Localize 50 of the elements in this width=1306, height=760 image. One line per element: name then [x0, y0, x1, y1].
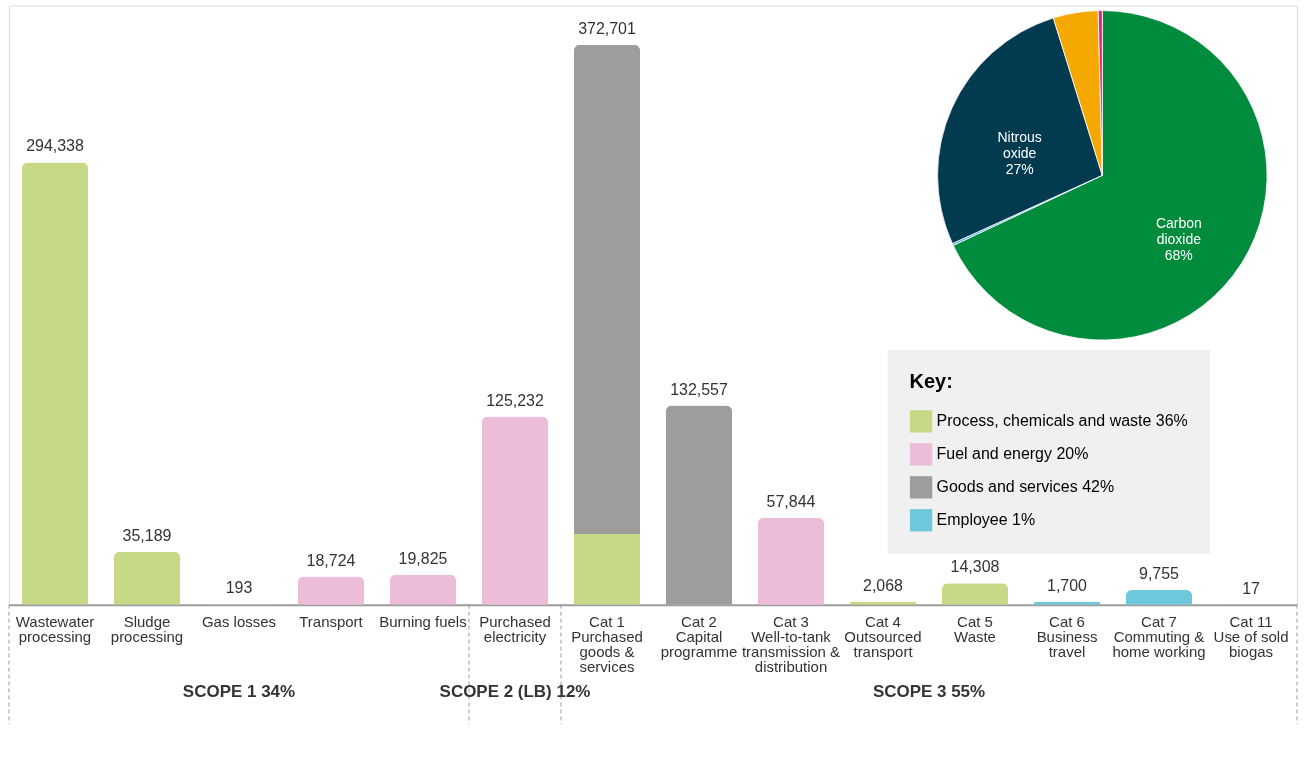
data-label: 19,825: [398, 549, 448, 567]
x-tick-label: Cat 2 Capital programme: [660, 612, 738, 660]
x-tick-label: Purchased electricity: [479, 612, 551, 645]
bar: [21, 162, 89, 605]
bar: [757, 517, 825, 605]
bar: [1125, 589, 1193, 605]
text: SCOPE 1 34%: [182, 682, 296, 702]
x-tick-label: Cat 4 Outsourced transport: [844, 612, 922, 660]
data-label: 132,557: [670, 380, 728, 398]
data-label: 125,232: [486, 391, 544, 409]
text: SCOPE 3 55%: [872, 682, 986, 702]
bar: [297, 576, 365, 605]
x-tick-label: Cat 11 Use of sold biogas: [1213, 612, 1289, 660]
data-label: 9,755: [1139, 565, 1180, 582]
data-label: 35,189: [122, 526, 172, 544]
bar: [389, 574, 457, 605]
slice-label: Carbon dioxide: [1155, 214, 1202, 247]
x-tick-label: Cat 6 Business travel: [1036, 612, 1098, 660]
text: SCOPE 2 (LB) 12%: [439, 682, 591, 702]
data-label: 14,308: [950, 558, 1000, 576]
legend-label: Goods and services 42%: [936, 478, 1115, 496]
x-tick-label: Transport: [299, 612, 364, 630]
x-tick-label: Cat 7 Commuting & home working: [1112, 612, 1206, 660]
x-tick-label: Wastewater processing: [15, 612, 95, 645]
bar: [113, 551, 181, 605]
data-label: 18,724: [306, 551, 356, 569]
total-label: 372,701: [578, 19, 636, 37]
data-label: 2,068: [863, 576, 904, 594]
x-tick-label: Burning fuels: [379, 612, 467, 630]
data-label: 294,338: [26, 137, 84, 155]
data-label: 1,700: [1047, 577, 1088, 595]
x-tick-label: Cat 5 Waste: [954, 612, 996, 645]
x-tick-label: Cat 3 Well-to-tank transmission & distribution: [741, 612, 841, 675]
legend-title: Key:: [909, 369, 953, 392]
data-label: 17: [1242, 579, 1261, 597]
x-tick-label: Cat 1 Purchased goods & services: [571, 612, 643, 675]
data-label: 193: [225, 579, 253, 597]
bar: [481, 416, 549, 605]
data-label: 57,844: [766, 492, 816, 510]
legend-label: Process, chemicals and waste 36%: [936, 412, 1188, 430]
x-tick-label: Gas losses: [201, 612, 277, 630]
legend-label: Fuel and energy 20%: [936, 445, 1089, 463]
data-label: 68%: [1164, 246, 1193, 263]
data-label: 27%: [1005, 161, 1034, 178]
slice-label: Nitrous oxide: [997, 129, 1042, 162]
x-tick-label: Sludge processing: [110, 612, 184, 645]
legend-label: Employee 1%: [936, 511, 1036, 529]
bar: [573, 534, 641, 605]
bar: [573, 44, 641, 535]
bar: [941, 583, 1009, 605]
